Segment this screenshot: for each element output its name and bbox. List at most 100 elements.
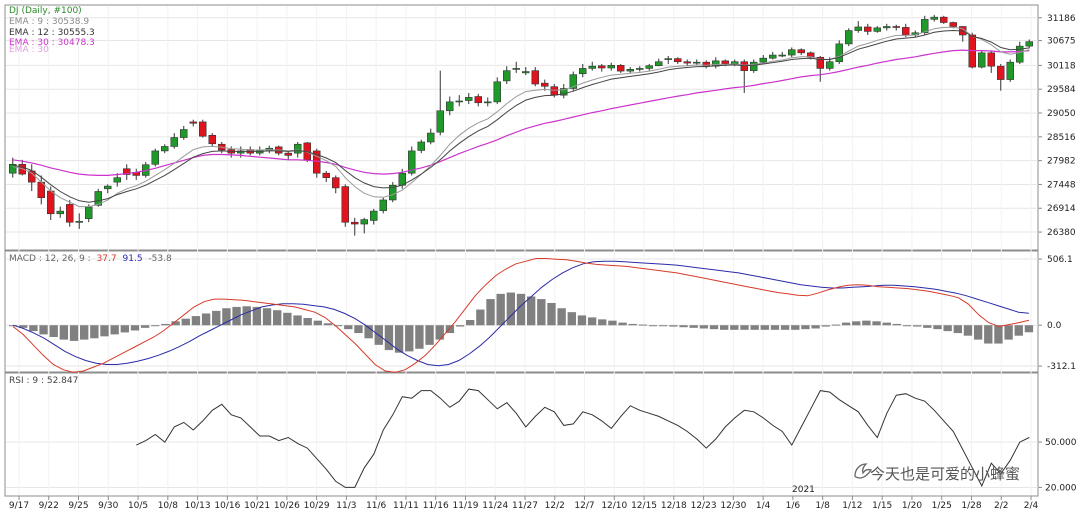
candle-up — [921, 19, 929, 34]
macd-histogram-bar — [831, 324, 841, 326]
candle-up — [446, 101, 454, 112]
candle-down — [864, 26, 872, 32]
x-tick-label: 11/6 — [366, 501, 386, 511]
x-tick-label: 1/28 — [961, 501, 981, 511]
macd-legend-value: 37.7 — [97, 254, 117, 264]
candle-down — [123, 168, 131, 175]
macd-histogram-bar — [323, 323, 333, 326]
candle-up — [626, 69, 634, 72]
candle-up — [655, 61, 663, 67]
macd-histogram-bar — [435, 325, 444, 340]
macd-histogram-bar — [252, 306, 262, 326]
x-tick-label: 1/15 — [872, 501, 892, 511]
watermark-text: 今天也是可爱的小蜂蜜 — [870, 465, 1020, 483]
macd-histogram-bar — [262, 308, 272, 326]
candle-up — [854, 26, 862, 31]
macd-histogram-bar — [821, 325, 830, 327]
macd-histogram-bar — [973, 325, 983, 340]
macd-histogram-bar — [801, 325, 810, 330]
macd-histogram-bar — [29, 325, 38, 332]
macd-histogram-bar — [140, 325, 150, 328]
candle-down — [189, 121, 197, 124]
macd-legend-hist: -53.8 — [148, 254, 172, 264]
price-tick-label: 31186 — [1047, 14, 1076, 24]
macd-histogram-bar — [699, 325, 709, 329]
macd-histogram-bar — [130, 325, 140, 331]
x-tick-label: 1/4 — [756, 501, 771, 511]
candle-up — [788, 49, 796, 56]
macd-histogram-bar — [709, 325, 719, 330]
macd-histogram-bar — [80, 325, 89, 340]
price-tick-label: 29050 — [1047, 109, 1076, 119]
x-tick-label: 11/16 — [423, 501, 449, 511]
macd-histogram-bar — [526, 296, 536, 326]
price-tick-label: 29584 — [1047, 85, 1076, 95]
macd-histogram-bar — [161, 323, 170, 326]
x-tick-label: 1/8 — [815, 501, 830, 511]
candle-up — [161, 146, 169, 152]
macd-histogram-bar — [466, 320, 475, 326]
macd-histogram-bar — [618, 322, 627, 326]
grid-lines — [6, 6, 1042, 495]
macd-histogram-bar — [59, 325, 69, 340]
candle-up — [379, 199, 387, 211]
candle-down — [987, 52, 995, 67]
year-label: 2021 — [792, 485, 815, 495]
candle-down — [332, 177, 340, 189]
macd-histogram-bar — [516, 293, 526, 326]
candle-up — [408, 150, 416, 174]
x-tick-label: 11/19 — [453, 501, 479, 511]
x-tick-label: 1/25 — [932, 501, 952, 511]
macd-histogram-bar — [963, 325, 973, 336]
x-tick-labels: 9/17 9/22 9/25 9/30 10/5 10/8 10/13 10/16 10/21 1… — [9, 496, 1039, 511]
x-tick-label: 9/25 — [68, 501, 88, 511]
x-tick-label: 2/4 — [1024, 501, 1039, 511]
macd-histogram-bar — [780, 325, 790, 330]
ema12-legend: EMA : 12 : 30555.3 — [9, 28, 95, 38]
candle-up — [1025, 41, 1033, 47]
candle-up — [645, 65, 653, 69]
candle-up — [417, 141, 425, 151]
candle-down — [474, 96, 482, 104]
macd-tick-label: -312.1 — [1047, 362, 1076, 372]
candle-down — [797, 49, 805, 54]
ema9-line — [12, 26, 1030, 208]
macd-histogram-bar — [923, 325, 932, 328]
price-tick-label: 26380 — [1047, 228, 1076, 238]
ema9-legend: EMA : 9 : 30538.9 — [9, 17, 89, 27]
macd-histogram-bar — [669, 325, 678, 327]
x-tick-label: 11/27 — [512, 501, 538, 511]
x-tick-label: 12/18 — [661, 501, 687, 511]
x-tick-label: 12/10 — [601, 501, 627, 511]
candle-down — [892, 26, 900, 28]
x-tick-label: 9/30 — [98, 501, 118, 511]
macd-histogram-bar — [354, 325, 363, 334]
price-tick-label: 27448 — [1047, 180, 1076, 190]
macd-legend: MACD : 12, 26, 9 : 37.7 91.5 -53.8 — [9, 254, 172, 264]
macd-histogram-bar — [8, 325, 18, 327]
macd-histogram-bar — [90, 325, 99, 339]
macd-legend-signal: 91.5 — [123, 254, 143, 264]
candle-up — [588, 65, 596, 69]
x-tick-label: 9/17 — [9, 501, 29, 511]
x-tick-label: 10/13 — [185, 501, 211, 511]
x-tick-label: 12/23 — [691, 501, 717, 511]
macd-histogram-bar — [19, 325, 28, 328]
x-tick-label: 10/16 — [214, 501, 240, 511]
macd-histogram-bar — [171, 321, 180, 326]
candle-up — [1016, 45, 1024, 63]
macd-histogram-bar — [486, 299, 495, 326]
macd-legend-prefix: MACD : 12, 26, 9 : — [9, 254, 91, 264]
candle-down — [902, 27, 910, 36]
x-tick-label: 10/5 — [128, 501, 148, 511]
macd-histogram-bar — [39, 325, 48, 335]
candle-up — [512, 68, 520, 70]
candle-up — [85, 206, 93, 219]
candle-up — [560, 88, 568, 96]
rsi-tick-label: 50.000 — [1045, 438, 1077, 448]
x-tick-label: 12/7 — [574, 501, 594, 511]
price-series — [9, 14, 1033, 236]
macd-tick-label: 506.1 — [1047, 255, 1073, 265]
macd-histogram-bar — [181, 318, 190, 326]
macd-histogram-bar — [283, 312, 292, 326]
